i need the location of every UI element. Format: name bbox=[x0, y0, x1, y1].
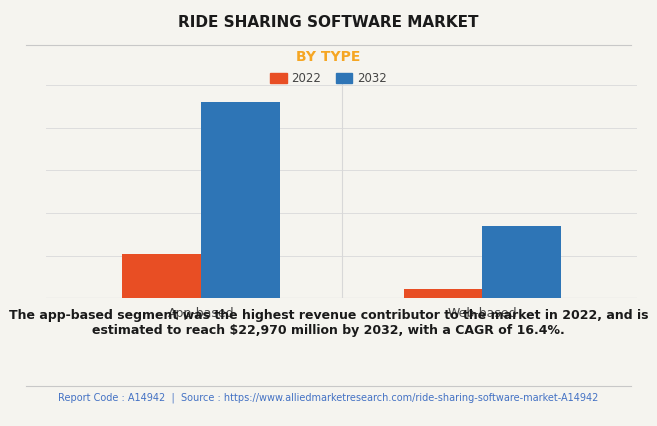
Text: Report Code : A14942  |  Source : https://www.alliedmarketresearch.com/ride-shar: Report Code : A14942 | Source : https://… bbox=[58, 393, 599, 403]
Bar bbox=[122, 254, 201, 298]
Bar bbox=[403, 289, 482, 298]
Bar bbox=[201, 103, 280, 298]
Text: BY TYPE: BY TYPE bbox=[296, 50, 361, 64]
Text: estimated to reach $22,970 million by 2032, with a CAGR of 16.4%.: estimated to reach $22,970 million by 20… bbox=[92, 324, 565, 337]
Text: RIDE SHARING SOFTWARE MARKET: RIDE SHARING SOFTWARE MARKET bbox=[178, 15, 479, 30]
Text: The app-based segment was the highest revenue contributor to the market in 2022,: The app-based segment was the highest re… bbox=[9, 309, 648, 322]
Legend: 2022, 2032: 2022, 2032 bbox=[265, 68, 392, 90]
Bar bbox=[482, 226, 561, 298]
